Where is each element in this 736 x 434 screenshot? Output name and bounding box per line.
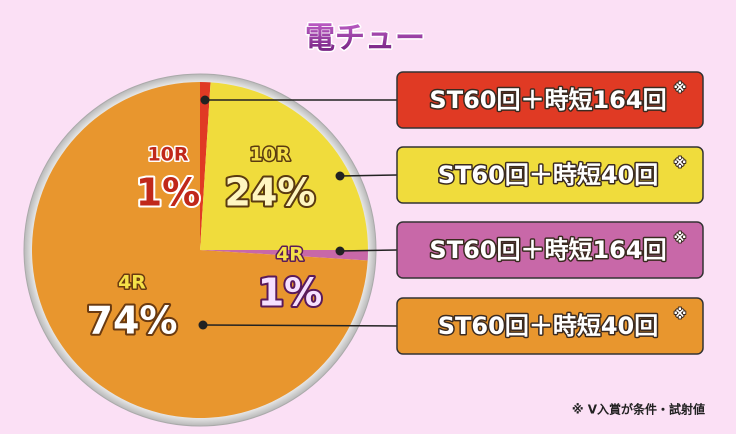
pie-slice [200,82,211,250]
slice-category: 4R [118,272,146,294]
slice-category: 10R [147,144,188,166]
legend-note-mark: ※ [674,82,687,97]
legend-box [396,146,704,204]
legend-note-mark: ※ [674,157,687,172]
leader-dot [335,171,345,181]
leader-dot [200,95,210,105]
legend-text: ST60回＋時短40回 [438,312,658,340]
slice-value-label: 24% [225,171,316,215]
slice-value-label: 74% [87,299,178,343]
pie-slice [32,82,368,419]
leader-line [339,174,398,177]
legend-box [396,297,704,355]
leader-dot [198,320,208,330]
legend-note-mark: ※ [674,232,687,247]
slice-category: 4R [276,244,304,266]
chart-title: 電チュー [305,21,425,56]
leader-dot [335,246,345,256]
pie-slice [200,82,368,250]
pie-slice [200,250,368,261]
legend-box [396,71,704,129]
legend-text: ST60回＋時短164回 [429,86,666,114]
footnote: ※ V入賞が条件・試射値 [572,402,705,417]
legend-note-mark: ※ [674,308,687,323]
legend-text: ST60回＋時短164回 [429,236,666,264]
leader-line [202,324,398,327]
slice-category: 10R [249,144,290,166]
legend-text: ST60回＋時短40回 [438,161,658,189]
legend-box [396,221,704,279]
leader-line [339,249,398,252]
slice-value-label: 1% [136,171,201,215]
slice-value-label: 1% [258,271,323,315]
